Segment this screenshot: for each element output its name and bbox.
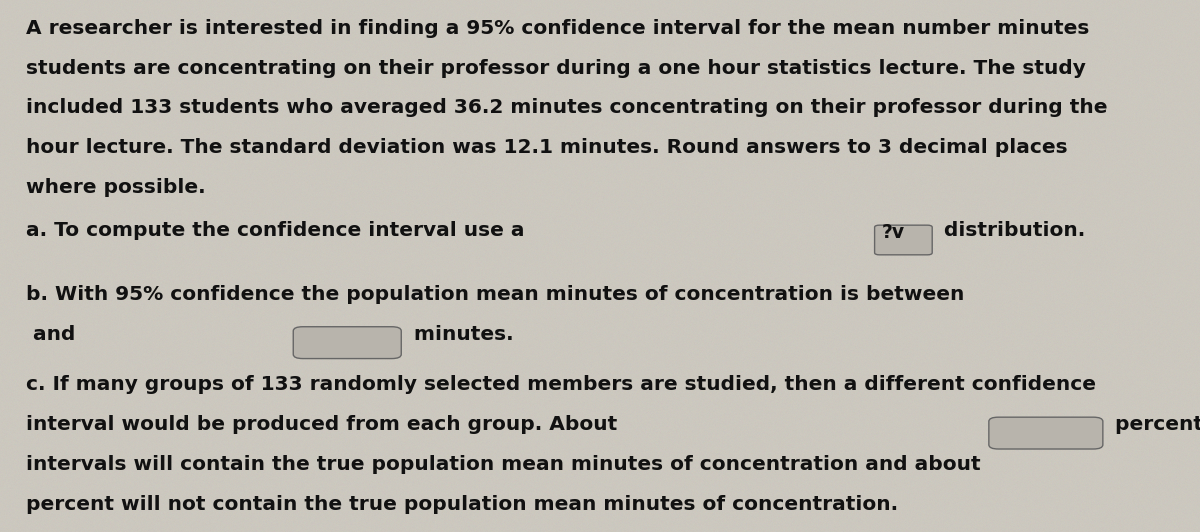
Text: where possible.: where possible.	[26, 178, 206, 197]
Text: percent of these confidence: percent of these confidence	[1108, 415, 1200, 434]
Text: a. To compute the confidence interval use a: a. To compute the confidence interval us…	[26, 221, 532, 240]
FancyBboxPatch shape	[989, 417, 1103, 449]
Text: intervals will contain the true population mean minutes of concentration and abo: intervals will contain the true populati…	[26, 455, 982, 474]
Text: ?v: ?v	[882, 223, 905, 243]
Text: c. If many groups of 133 randomly selected members are studied, then a different: c. If many groups of 133 randomly select…	[26, 375, 1097, 394]
Text: distribution.: distribution.	[937, 221, 1085, 240]
Text: students are concentrating on their professor during a one hour statistics lectu: students are concentrating on their prof…	[26, 59, 1086, 78]
FancyBboxPatch shape	[875, 225, 932, 255]
Text: interval would be produced from each group. About: interval would be produced from each gro…	[26, 415, 618, 434]
Text: hour lecture. The standard deviation was 12.1 minutes. Round answers to 3 decima: hour lecture. The standard deviation was…	[26, 138, 1068, 157]
Text: and: and	[26, 325, 76, 344]
Text: included 133 students who averaged 36.2 minutes concentrating on their professor: included 133 students who averaged 36.2 …	[26, 98, 1108, 118]
Text: A researcher is interested in finding a 95% confidence interval for the mean num: A researcher is interested in finding a …	[26, 19, 1090, 38]
Text: percent will not contain the true population mean minutes of concentration.: percent will not contain the true popula…	[26, 495, 899, 514]
Text: b. With 95% confidence the population mean minutes of concentration is between: b. With 95% confidence the population me…	[26, 285, 965, 304]
FancyBboxPatch shape	[293, 327, 401, 359]
Text: minutes.: minutes.	[407, 325, 514, 344]
